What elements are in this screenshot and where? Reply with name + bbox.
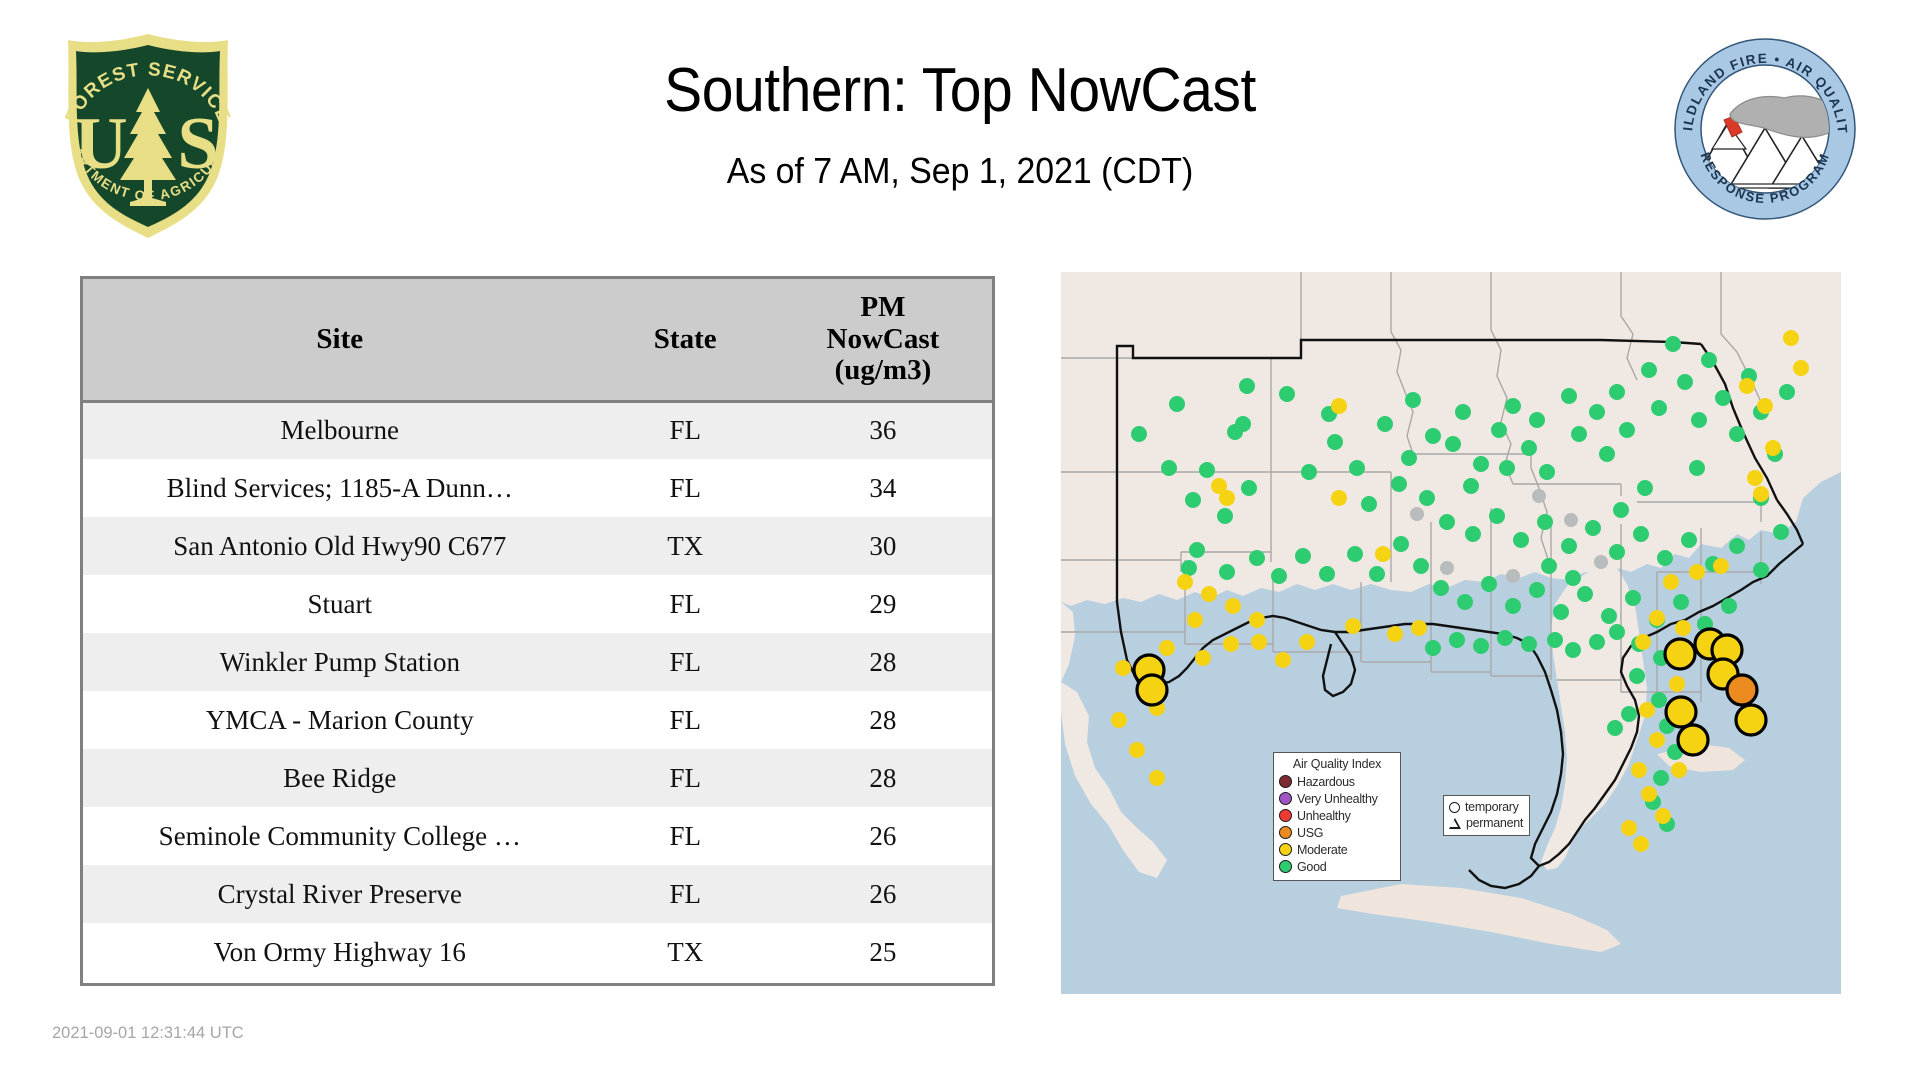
cell-site: Bee Ridge bbox=[83, 749, 597, 807]
cell-state: FL bbox=[596, 807, 774, 865]
table-row: Bee Ridge FL 28 bbox=[83, 749, 992, 807]
table-row: YMCA - Marion County FL 28 bbox=[83, 691, 992, 749]
triangle-icon bbox=[1449, 817, 1461, 829]
table-header-row: Site State PM NowCast (ug/m3) bbox=[83, 279, 992, 403]
legend-item-hazardous: Hazardous bbox=[1279, 773, 1395, 790]
cell-value: 25 bbox=[773, 923, 992, 981]
aqi-legend-title: Air Quality Index bbox=[1292, 757, 1382, 771]
cell-state: FL bbox=[596, 459, 774, 517]
circle-icon bbox=[1449, 801, 1460, 813]
cell-value: 26 bbox=[773, 865, 992, 923]
page-subtitle: As of 7 AM, Sep 1, 2021 (CDT) bbox=[726, 150, 1194, 191]
unhealthy-color-swatch-icon bbox=[1279, 809, 1292, 822]
cell-value: 28 bbox=[773, 749, 992, 807]
cell-site: Crystal River Preserve bbox=[83, 865, 597, 923]
usg-color-swatch-icon bbox=[1279, 826, 1292, 839]
table-row: Winkler Pump Station FL 28 bbox=[83, 633, 992, 691]
cell-site: Melbourne bbox=[83, 401, 597, 459]
top-site-marker-melbourne bbox=[1725, 673, 1759, 707]
wildland-fire-air-quality-logo: WILDLAND FIRE • AIR QUALITY RESPONSE PRO… bbox=[1665, 24, 1858, 222]
top-site-marker-bee-ridge bbox=[1664, 695, 1698, 729]
column-header-pm-nowcast: PM NowCast (ug/m3) bbox=[773, 279, 992, 403]
table-row: Seminole Community College … FL 26 bbox=[83, 807, 992, 865]
cell-site: Von Ormy Highway 16 bbox=[83, 923, 597, 981]
table-row: Stuart FL 29 bbox=[83, 575, 992, 633]
table-row: Crystal River Preserve FL 26 bbox=[83, 865, 992, 923]
cell-value: 26 bbox=[773, 807, 992, 865]
legend-label-hazardous: Hazardous bbox=[1297, 774, 1355, 789]
cell-site: Stuart bbox=[83, 575, 597, 633]
legend-item-temporary: temporary bbox=[1449, 799, 1523, 815]
svg-text:U: U bbox=[74, 103, 127, 185]
top-site-marker-crystal-river bbox=[1663, 637, 1697, 671]
svg-text:S: S bbox=[177, 103, 218, 185]
pm-header-line-2: NowCast bbox=[826, 322, 940, 355]
moderate-color-swatch-icon bbox=[1279, 843, 1292, 856]
aqi-legend: Air Quality Index Hazardous Very Unhealt… bbox=[1273, 752, 1401, 881]
table-row: Blind Services; 1185-A Dunn… FL 34 bbox=[83, 459, 992, 517]
legend-item-permanent: permanent bbox=[1449, 815, 1523, 831]
top-site-markers[interactable] bbox=[1132, 627, 1768, 757]
table-row: Von Ormy Highway 16 TX 25 bbox=[83, 923, 992, 981]
good-color-swatch-icon bbox=[1279, 860, 1292, 873]
cell-site: Seminole Community College … bbox=[83, 807, 597, 865]
legend-label-usg: USG bbox=[1297, 825, 1324, 840]
aqi-monitor-map[interactable]: Air Quality Index Hazardous Very Unhealt… bbox=[1061, 272, 1841, 994]
top-site-marker-von-ormy bbox=[1135, 673, 1169, 707]
legend-item-usg: USG bbox=[1279, 824, 1395, 841]
cell-state: FL bbox=[596, 633, 774, 691]
table-row: Melbourne FL 36 bbox=[83, 401, 992, 459]
pm-header-line-1: PM bbox=[860, 291, 906, 324]
generation-timestamp: 2021-09-01 12:31:44 UTC bbox=[52, 1024, 244, 1042]
cell-site: Winkler Pump Station bbox=[83, 633, 597, 691]
top-site-marker-stuart bbox=[1734, 703, 1768, 737]
table-row: San Antonio Old Hwy90 C677 TX 30 bbox=[83, 517, 992, 575]
cell-state: FL bbox=[596, 575, 774, 633]
monitor-dots-inactive bbox=[1410, 489, 1608, 583]
pm-header-line-3: (ug/m3) bbox=[834, 353, 932, 386]
top-site-marker-blind-services bbox=[1676, 723, 1710, 757]
cell-value: 29 bbox=[773, 575, 992, 633]
cell-value: 36 bbox=[773, 401, 992, 459]
top-nowcast-table: Site State PM NowCast (ug/m3) Melbourne … bbox=[80, 276, 995, 986]
legend-label-unhealthy: Unhealthy bbox=[1297, 808, 1351, 823]
page-title: Southern: Top NowCast bbox=[664, 56, 1256, 125]
usfs-shield-logo: FOREST SERVICE DEPARTMENT OF AGRICULTURE… bbox=[42, 16, 248, 243]
legend-label-permanent: permanent bbox=[1466, 816, 1524, 830]
legend-item-unhealthy: Unhealthy bbox=[1279, 807, 1395, 824]
monitor-type-legend: temporary permanent bbox=[1443, 795, 1531, 836]
cell-value: 30 bbox=[773, 517, 992, 575]
cell-state: FL bbox=[596, 691, 774, 749]
column-header-site: Site bbox=[83, 279, 597, 403]
hazardous-color-swatch-icon bbox=[1279, 775, 1292, 788]
cell-value: 34 bbox=[773, 459, 992, 517]
very-unhealthy-color-swatch-icon bbox=[1279, 792, 1292, 805]
column-header-state: State bbox=[596, 279, 774, 403]
cell-state: FL bbox=[596, 865, 774, 923]
legend-item-very-unhealthy: Very Unhealthy bbox=[1279, 790, 1395, 807]
cell-site: San Antonio Old Hwy90 C677 bbox=[83, 517, 597, 575]
legend-label-very-unhealthy: Very Unhealthy bbox=[1297, 791, 1378, 806]
legend-label-temporary: temporary bbox=[1465, 800, 1519, 814]
cell-state: TX bbox=[596, 923, 774, 981]
cell-state: FL bbox=[596, 401, 774, 459]
cell-state: FL bbox=[596, 749, 774, 807]
cell-value: 28 bbox=[773, 691, 992, 749]
map-canvas bbox=[1061, 272, 1841, 994]
legend-label-good: Good bbox=[1297, 859, 1327, 874]
legend-label-moderate: Moderate bbox=[1297, 842, 1348, 857]
legend-item-good: Good bbox=[1279, 858, 1395, 875]
cell-site: Blind Services; 1185-A Dunn… bbox=[83, 459, 597, 517]
cell-value: 28 bbox=[773, 633, 992, 691]
cell-site: YMCA - Marion County bbox=[83, 691, 597, 749]
cell-state: TX bbox=[596, 517, 774, 575]
legend-item-moderate: Moderate bbox=[1279, 841, 1395, 858]
